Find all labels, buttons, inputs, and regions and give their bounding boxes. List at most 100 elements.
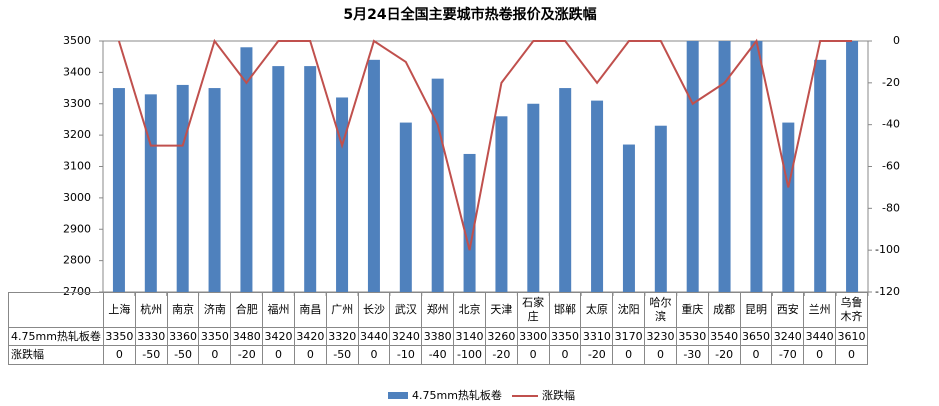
- line: [117, 38, 853, 251]
- table-cell: 3420: [262, 327, 295, 346]
- bar: [367, 59, 380, 292]
- table-cell: 3360: [166, 327, 200, 346]
- table-cell: 广州: [325, 292, 359, 328]
- table-cell: 0: [548, 345, 582, 365]
- table-cell: 0: [644, 345, 677, 365]
- bar: [176, 84, 189, 292]
- table-cell: -10: [389, 345, 423, 365]
- table-cell: -50: [166, 345, 200, 365]
- bar: [654, 125, 667, 292]
- table-cell: 沈阳: [612, 292, 646, 328]
- corner-cell: [8, 292, 104, 328]
- legend-label: 4.75mm热轧板卷: [412, 388, 502, 402]
- y2-tick-label: 0: [893, 34, 900, 47]
- table-cell: -20: [230, 345, 264, 365]
- table-cell: 兰州: [803, 292, 837, 328]
- table-cell: 郑州: [421, 292, 455, 328]
- table-cell: 3350: [198, 327, 232, 346]
- legend-swatch: [388, 392, 408, 399]
- y2-tick-label: -100: [875, 243, 900, 256]
- bar: [208, 88, 221, 292]
- table-cell: 3300: [516, 327, 550, 346]
- table-cell: 3240: [389, 327, 423, 346]
- table-cell: 3530: [675, 327, 709, 346]
- table-cell: 昆明: [739, 292, 773, 328]
- bar: [559, 88, 572, 292]
- table-cell: 西安: [771, 292, 805, 328]
- legend-label: 涨跌幅: [542, 388, 575, 402]
- table-cell: 合肥: [230, 292, 264, 328]
- table-cell: 上海: [103, 292, 136, 328]
- table-cell: -70: [771, 345, 805, 365]
- table-cell: 重庆: [675, 292, 709, 328]
- bar: [304, 66, 317, 292]
- bar: [846, 41, 859, 292]
- table-cell: 3350: [548, 327, 582, 346]
- y2-tick-label: -40: [882, 118, 900, 131]
- y2-tick-label: -60: [882, 160, 900, 173]
- table-cell: 3170: [612, 327, 646, 346]
- bar: [399, 122, 412, 292]
- table-cell: 石家庄: [516, 292, 550, 328]
- row-header: 4.75mm热轧板卷: [8, 327, 104, 346]
- table-cell: 北京: [453, 292, 486, 328]
- table-cell: 天津: [484, 292, 518, 328]
- bar: [144, 94, 157, 292]
- bar: [336, 97, 349, 292]
- bar: [463, 153, 476, 292]
- table-cell: 太原: [580, 292, 614, 328]
- bar: [112, 88, 125, 292]
- table-cell: 3380: [421, 327, 455, 346]
- table-cell: -50: [134, 345, 168, 365]
- table-cell: 3140: [453, 327, 486, 346]
- table-cell: 3650: [739, 327, 773, 346]
- bar: [750, 41, 763, 292]
- table-cell: 0: [357, 345, 391, 365]
- table-cell: 0: [835, 345, 868, 365]
- table-cell: 长沙: [357, 292, 391, 328]
- y2-tick-label: -80: [882, 201, 900, 214]
- table-cell: 3420: [293, 327, 327, 346]
- bar: [782, 122, 795, 292]
- table-cell: 3610: [835, 327, 868, 346]
- table-cell: 3310: [580, 327, 614, 346]
- table-cell: 0: [739, 345, 773, 365]
- bar: [591, 100, 604, 292]
- table-cell: -100: [453, 345, 486, 365]
- bar: [272, 66, 285, 292]
- table-cell: -20: [580, 345, 614, 365]
- bar: [622, 144, 635, 292]
- y-tick-label: 3400: [63, 65, 91, 78]
- table-cell: 0: [612, 345, 646, 365]
- table-cell: 3350: [103, 327, 136, 346]
- table-cell: 邯郸: [548, 292, 582, 328]
- table-cell: 成都: [707, 292, 741, 328]
- y-tick-label: 2900: [63, 222, 91, 235]
- bar: [814, 59, 827, 292]
- bar: [718, 41, 731, 292]
- table-cell: 0: [516, 345, 550, 365]
- table-cell: -30: [675, 345, 709, 365]
- y-tick-label: 3500: [63, 34, 91, 47]
- table-cell: 3480: [230, 327, 264, 346]
- table-cell: -40: [421, 345, 455, 365]
- table-cell: 3240: [771, 327, 805, 346]
- bar: [240, 47, 253, 292]
- table-cell: -20: [707, 345, 741, 365]
- y2-tick-label: -120: [875, 285, 900, 298]
- table-cell: 0: [103, 345, 136, 365]
- chart-title: 5月24日全国主要城市热卷报价及涨跌幅: [343, 6, 596, 23]
- table-cell: 南京: [166, 292, 200, 328]
- y-tick-label: 3000: [63, 191, 91, 204]
- table-cell: 福州: [262, 292, 295, 328]
- table-cell: 0: [803, 345, 837, 365]
- table-cell: 3330: [134, 327, 168, 346]
- table-cell: 杭州: [134, 292, 168, 328]
- y-tick-label: 2800: [63, 254, 91, 267]
- table-cell: 3230: [644, 327, 677, 346]
- bar: [527, 103, 540, 292]
- table-cell: 3440: [803, 327, 837, 346]
- y-tick-label: 3300: [63, 97, 91, 110]
